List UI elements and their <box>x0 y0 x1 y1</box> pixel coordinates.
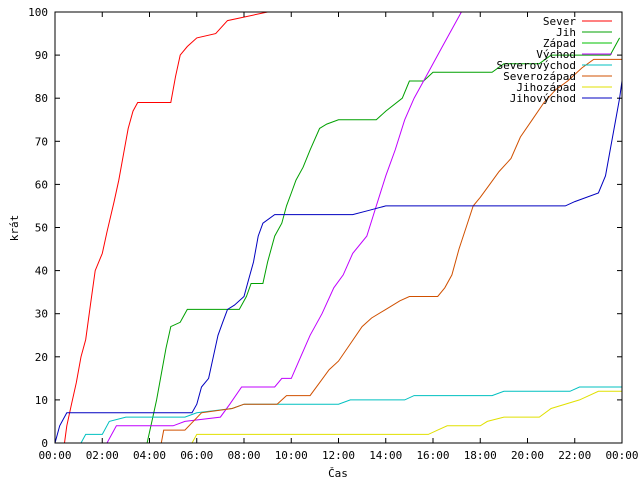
series-line-sever <box>64 12 268 443</box>
legend-label-jih: Jih <box>556 26 576 39</box>
series-layer <box>55 12 622 443</box>
series-line-jih <box>146 37 621 443</box>
y-tick-label: 50 <box>35 222 48 235</box>
x-tick-label: 08:00 <box>227 449 260 462</box>
legend-label-vychod: Východ <box>536 48 576 61</box>
legend-label-jihozapad: Jihozápad <box>516 81 576 94</box>
x-tick-label: 12:00 <box>322 449 355 462</box>
x-tick-label: 00:00 <box>605 449 638 462</box>
x-tick-label: 10:00 <box>275 449 308 462</box>
y-tick-label: 30 <box>35 308 48 321</box>
legend-label-zapad: Západ <box>543 37 576 50</box>
series-line-vychod <box>106 12 462 443</box>
y-tick-label: 80 <box>35 92 48 105</box>
x-tick-label: 06:00 <box>180 449 213 462</box>
y-tick-label: 90 <box>35 49 48 62</box>
legend: SeverJihZápadVýchodSeverovýchodSeverozáp… <box>497 15 612 105</box>
x-tick-label: 20:00 <box>511 449 544 462</box>
series-line-jihovychod <box>55 80 622 443</box>
x-tick-label: 02:00 <box>86 449 119 462</box>
y-tick-label: 0 <box>41 437 48 450</box>
x-tick-label: 04:00 <box>133 449 166 462</box>
x-tick-label: 16:00 <box>416 449 449 462</box>
x-tick-label: 14:00 <box>369 449 402 462</box>
y-tick-label: 60 <box>35 178 48 191</box>
legend-label-severovychod: Severovýchod <box>497 59 576 72</box>
x-tick-label: 22:00 <box>558 449 591 462</box>
y-tick-label: 10 <box>35 394 48 407</box>
y-tick-label: 100 <box>28 6 48 19</box>
y-tick-label: 70 <box>35 135 48 148</box>
legend-label-severozapad: Severozápad <box>503 70 576 83</box>
y-tick-label: 40 <box>35 265 48 278</box>
tick-layer: 00:00 02:00 04:00 06:00 08:00 10:00 12:00 14:00… <box>28 6 638 462</box>
y-axis-label: krát <box>8 215 21 242</box>
x-tick-label: 18:00 <box>464 449 497 462</box>
series-line-severozapad <box>160 58 622 443</box>
y-tick-label: 20 <box>35 351 48 364</box>
series-line-severovychod <box>80 386 622 443</box>
x-tick-label: 00:00 <box>38 449 71 462</box>
series-line-jihozapad <box>191 390 622 443</box>
legend-label-sever: Sever <box>543 15 576 28</box>
legend-label-jihovychod: Jihovýchod <box>510 92 576 105</box>
x-axis-label: Čas <box>328 467 348 480</box>
